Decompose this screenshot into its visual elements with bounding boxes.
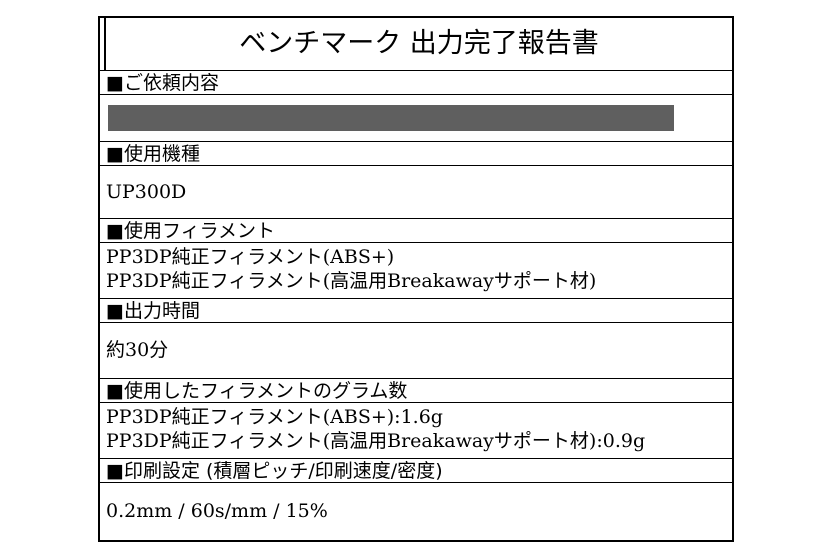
section-value-output-time: 約30分 <box>100 322 732 378</box>
section-value-print-settings: 0.2mm / 60s/mm / 15% <box>100 482 732 540</box>
grams-line-2: PP3DP純正フィラメント(高温用Breakawayサポート材):0.9g <box>106 430 646 452</box>
section-value-filament: PP3DP純正フィラメント(ABS+) PP3DP純正フィラメント(高温用Bre… <box>100 242 732 298</box>
section-value-filament-grams: PP3DP純正フィラメント(ABS+):1.6g PP3DP純正フィラメント(高… <box>100 402 732 458</box>
section-value-machine: UP300D <box>100 165 732 218</box>
section-header-machine: ■使用機種 <box>100 141 732 165</box>
report-table: ベンチマーク 出力完了報告書 ■ご依頼内容 ■使用機種 UP300D ■使用フィ… <box>98 16 734 542</box>
section-header-print-settings: ■印刷設定 (積層ピッチ/印刷速度/密度) <box>100 458 732 482</box>
section-header-request: ■ご依頼内容 <box>100 70 732 94</box>
report-title: ベンチマーク 出力完了報告書 <box>104 18 732 70</box>
section-value-request <box>100 94 732 141</box>
section-header-filament-grams: ■使用したフィラメントのグラム数 <box>100 378 732 402</box>
filament-line-1: PP3DP純正フィラメント(ABS+) <box>106 246 395 268</box>
section-header-output-time: ■出力時間 <box>100 298 732 322</box>
filament-line-2: PP3DP純正フィラメント(高温用Breakawayサポート材) <box>106 270 597 292</box>
section-header-filament: ■使用フィラメント <box>100 218 732 242</box>
grams-line-1: PP3DP純正フィラメント(ABS+):1.6g <box>106 406 443 428</box>
redacted-block <box>108 105 674 131</box>
